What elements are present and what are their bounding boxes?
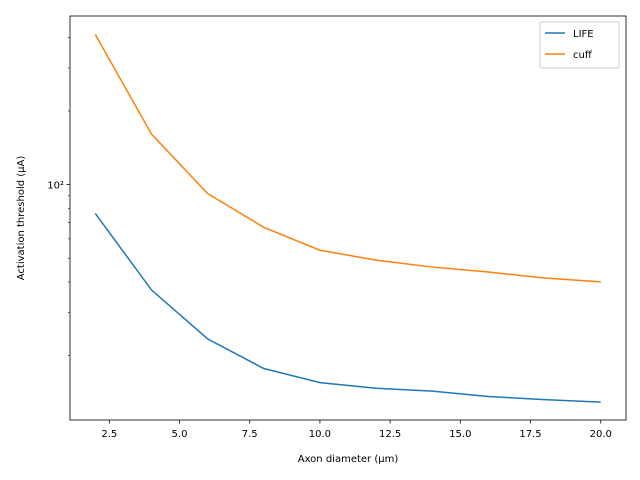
x-tick-label: 7.5 (242, 429, 258, 440)
x-tick-label: 10.0 (309, 429, 331, 440)
x-axis-label: Axon diameter (µm) (298, 454, 399, 465)
x-tick-label: 17.5 (519, 429, 541, 440)
legend: LIFE cuff (539, 21, 620, 69)
y-tick-label: 10² (47, 181, 64, 192)
line-series (94, 213, 601, 403)
x-tick-label: 20.0 (590, 429, 612, 440)
x-tick-label: 12.5 (379, 429, 401, 440)
line-series (94, 34, 601, 283)
y-axis-label: Activation threshold (µA) (16, 156, 27, 281)
x-tick-label: 2.5 (101, 429, 117, 440)
legend-label: cuff (573, 50, 593, 61)
plot-frame (69, 15, 627, 421)
legend-label: LIFE (573, 29, 594, 40)
x-tick-label: 15.0 (449, 429, 471, 440)
x-tick-label: 5.0 (172, 429, 188, 440)
